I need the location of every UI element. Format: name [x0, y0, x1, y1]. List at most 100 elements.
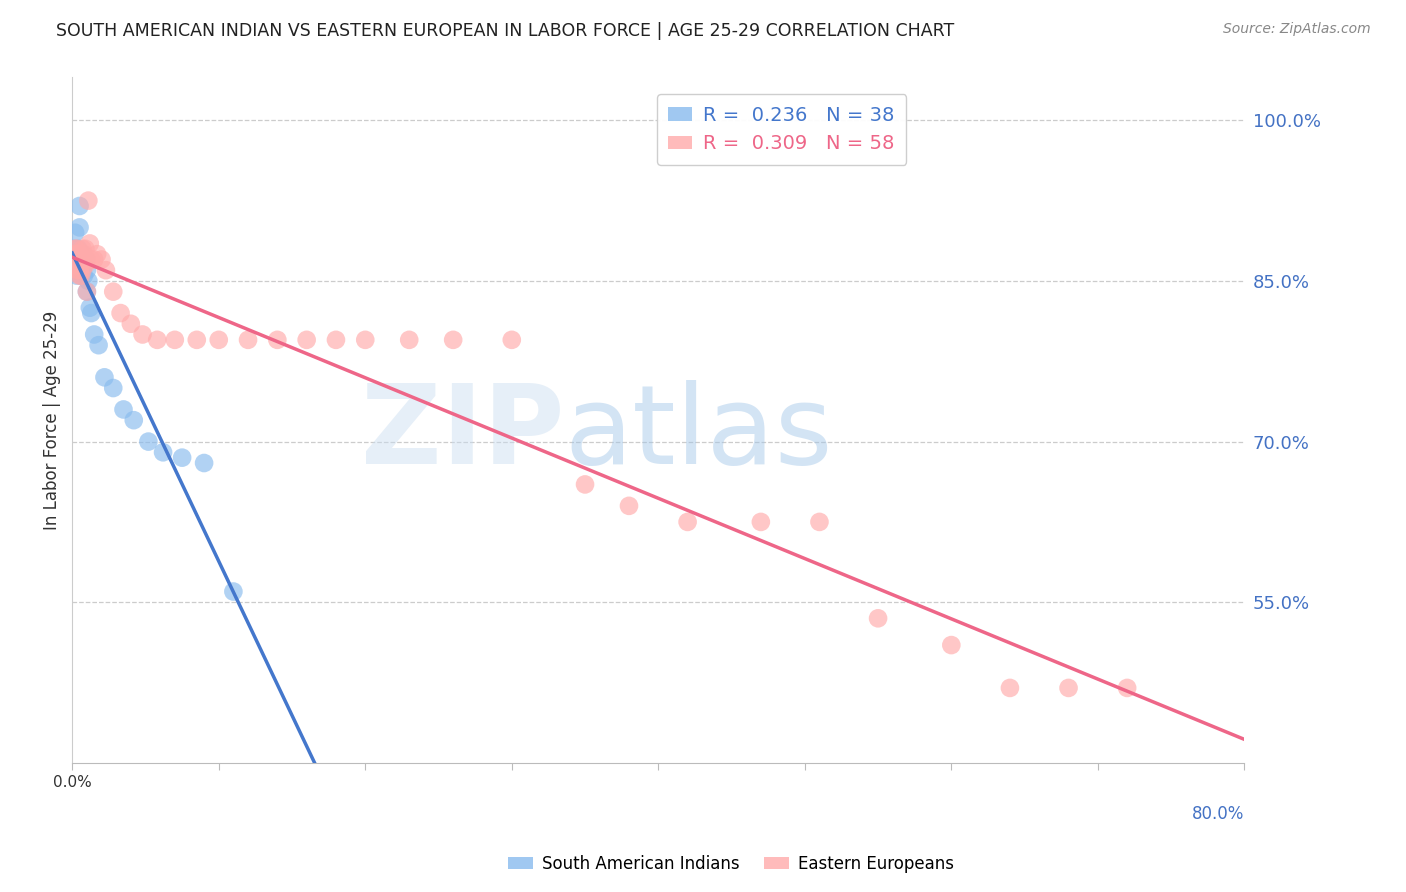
Point — [152, 445, 174, 459]
Point — [574, 477, 596, 491]
Point — [67, 247, 90, 261]
Point — [295, 333, 318, 347]
Point — [73, 252, 96, 267]
Point — [676, 515, 699, 529]
Point — [72, 247, 94, 261]
Point — [266, 333, 288, 347]
Point — [70, 258, 93, 272]
Point — [1116, 681, 1139, 695]
Point — [998, 681, 1021, 695]
Point — [236, 333, 259, 347]
Point — [83, 327, 105, 342]
Point — [222, 584, 245, 599]
Point — [172, 450, 194, 465]
Point — [79, 301, 101, 315]
Point — [63, 226, 86, 240]
Point — [501, 333, 523, 347]
Point — [749, 515, 772, 529]
Point — [110, 306, 132, 320]
Point — [69, 247, 91, 261]
Point — [63, 258, 86, 272]
Point — [72, 263, 94, 277]
Point — [1057, 681, 1080, 695]
Point — [146, 333, 169, 347]
Point — [193, 456, 215, 470]
Point — [75, 242, 97, 256]
Point — [67, 263, 90, 277]
Point — [86, 247, 108, 261]
Point — [63, 247, 86, 261]
Point — [103, 381, 125, 395]
Point — [868, 611, 890, 625]
Point — [76, 285, 98, 299]
Point — [69, 263, 91, 277]
Point — [163, 333, 186, 347]
Point — [93, 370, 115, 384]
Text: Source: ZipAtlas.com: Source: ZipAtlas.com — [1223, 22, 1371, 37]
Point — [63, 247, 86, 261]
Point — [65, 258, 87, 272]
Point — [62, 252, 84, 267]
Point — [122, 413, 145, 427]
Text: 80.0%: 80.0% — [1192, 805, 1244, 823]
Point — [63, 242, 86, 256]
Point — [73, 252, 96, 267]
Point — [617, 499, 640, 513]
Point — [72, 263, 94, 277]
Point — [398, 333, 420, 347]
Point — [65, 252, 87, 267]
Point — [73, 247, 96, 261]
Point — [62, 242, 84, 256]
Point — [67, 242, 90, 256]
Text: atlas: atlas — [565, 380, 832, 487]
Point — [80, 306, 103, 320]
Point — [941, 638, 963, 652]
Point — [73, 268, 96, 283]
Point — [83, 252, 105, 267]
Point — [441, 333, 464, 347]
Point — [186, 333, 208, 347]
Text: ZIP: ZIP — [361, 380, 565, 487]
Point — [75, 252, 97, 267]
Point — [65, 242, 87, 256]
Point — [79, 236, 101, 251]
Point — [131, 327, 153, 342]
Point — [69, 247, 91, 261]
Point — [94, 263, 117, 277]
Point — [69, 220, 91, 235]
Point — [62, 252, 84, 267]
Point — [112, 402, 135, 417]
Point — [80, 252, 103, 267]
Point — [77, 194, 100, 208]
Point — [69, 199, 91, 213]
Point — [62, 247, 84, 261]
Point — [70, 268, 93, 283]
Point — [103, 285, 125, 299]
Point — [70, 268, 93, 283]
Point — [325, 333, 347, 347]
Point — [67, 263, 90, 277]
Point — [65, 258, 87, 272]
Point — [72, 242, 94, 256]
Point — [87, 338, 110, 352]
Point — [75, 258, 97, 272]
Point — [208, 333, 231, 347]
Point — [65, 252, 87, 267]
Point — [77, 274, 100, 288]
Legend: R =  0.236   N = 38, R =  0.309   N = 58: R = 0.236 N = 38, R = 0.309 N = 58 — [657, 94, 907, 165]
Point — [76, 263, 98, 277]
Point — [65, 268, 87, 283]
Point — [72, 252, 94, 267]
Text: SOUTH AMERICAN INDIAN VS EASTERN EUROPEAN IN LABOR FORCE | AGE 25-29 CORRELATION: SOUTH AMERICAN INDIAN VS EASTERN EUROPEA… — [56, 22, 955, 40]
Point — [808, 515, 831, 529]
Point — [67, 252, 90, 267]
Point — [69, 268, 91, 283]
Y-axis label: In Labor Force | Age 25-29: In Labor Force | Age 25-29 — [44, 310, 60, 530]
Legend: South American Indians, Eastern Europeans: South American Indians, Eastern European… — [502, 848, 960, 880]
Point — [120, 317, 142, 331]
Point — [76, 285, 98, 299]
Point — [138, 434, 160, 449]
Point — [76, 252, 98, 267]
Point — [70, 258, 93, 272]
Point — [67, 252, 90, 267]
